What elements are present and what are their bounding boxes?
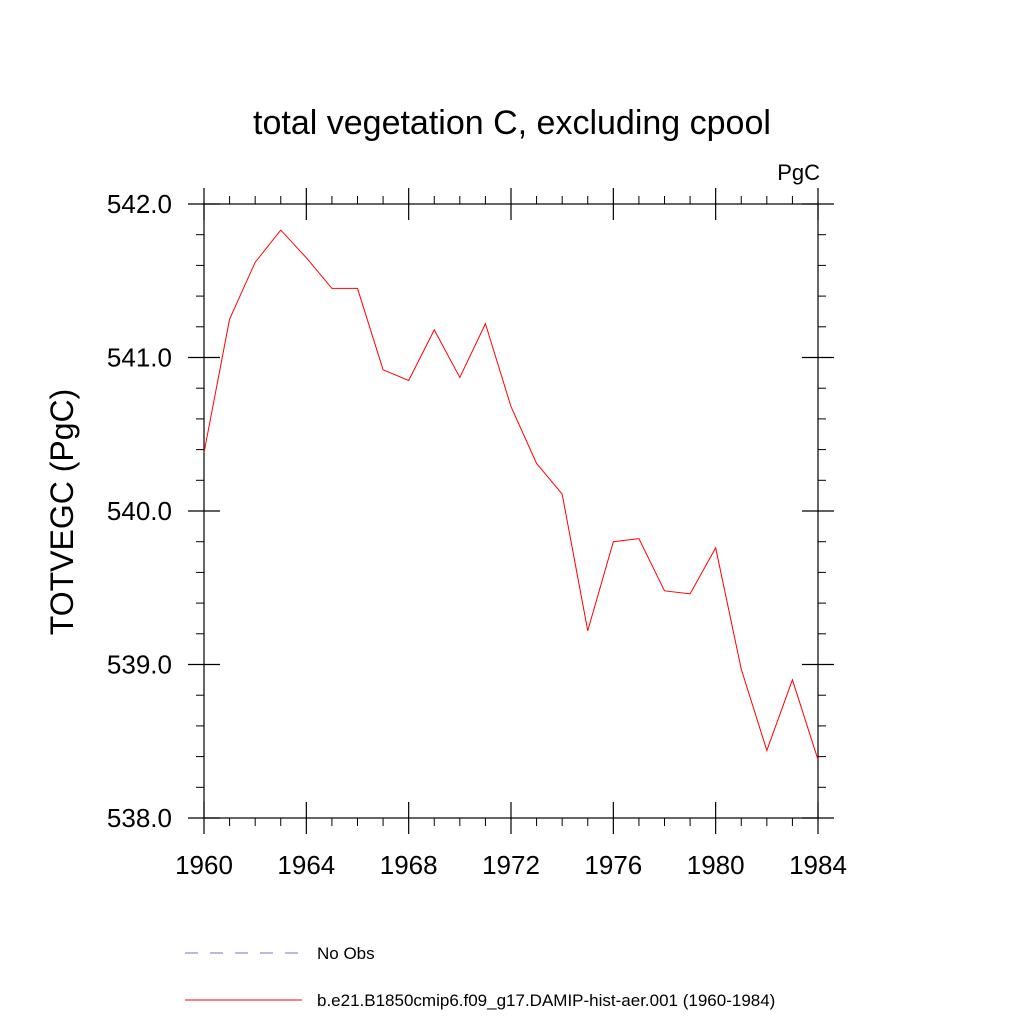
x-tick-label: 1964: [277, 850, 335, 880]
x-tick-label: 1968: [380, 850, 438, 880]
x-tick-label: 1960: [175, 850, 233, 880]
x-tick-label: 1980: [687, 850, 745, 880]
axis-ticks: [188, 188, 834, 834]
x-tick-label: 1972: [482, 850, 540, 880]
y-tick-label: 541.0: [107, 343, 172, 373]
y-axis-label: TOTVEGC (PgC): [44, 389, 80, 636]
y-tick-label: 538.0: [107, 803, 172, 833]
y-tick-label: 542.0: [107, 189, 172, 219]
y-tick-label: 540.0: [107, 496, 172, 526]
plot-frame: [203, 203, 819, 819]
legend-label-no-obs: No Obs: [317, 944, 375, 963]
y-tick-labels: 538.0 539.0 540.0 541.0 542.0: [107, 189, 172, 833]
legend-label-model: b.e21.B1850cmip6.f09_g17.DAMIP-hist-aer.…: [317, 991, 775, 1010]
series-lines: [203, 229, 819, 760]
y-tick-label: 539.0: [107, 650, 172, 680]
x-tick-label: 1976: [584, 850, 642, 880]
x-tick-labels: 1960 1964 1968 1972 1976 1980 1984: [175, 850, 847, 880]
chart-title: total vegetation C, excluding cpool: [253, 104, 771, 142]
legend: No Obs b.e21.B1850cmip6.f09_g17.DAMIP-hi…: [185, 944, 775, 1010]
series-line-totvegc: [203, 229, 819, 760]
x-tick-label: 1984: [789, 850, 847, 880]
units-label: PgC: [777, 160, 820, 185]
